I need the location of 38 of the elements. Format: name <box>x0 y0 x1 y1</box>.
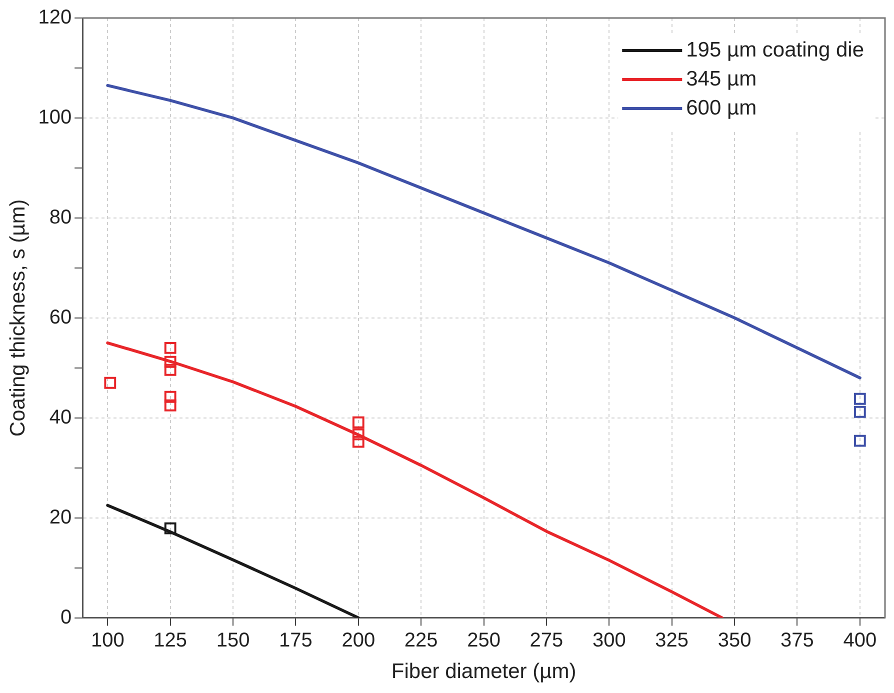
point <box>164 390 176 403</box>
point <box>352 436 364 448</box>
point <box>352 428 364 440</box>
point <box>164 522 176 534</box>
point <box>352 416 364 428</box>
point <box>164 342 176 354</box>
y-tick-label: 120 <box>38 6 72 29</box>
x-tick-label: 225 <box>404 629 438 652</box>
x-tick-label: 150 <box>216 629 250 652</box>
x-tick-label: 100 <box>90 629 124 652</box>
point <box>164 399 176 412</box>
point <box>104 376 116 389</box>
point <box>164 364 176 376</box>
x-tick-label: 125 <box>154 629 188 652</box>
x-tick-label: 275 <box>530 629 564 652</box>
y-tick-label: 20 <box>49 506 72 528</box>
x-axis-title: Fiber diameter (µm) <box>391 660 576 684</box>
point <box>854 406 866 418</box>
x-tick-label: 250 <box>467 629 500 652</box>
y-tick-label: 60 <box>49 306 72 328</box>
y-axis-title: Coating thickness, s (µm) <box>6 199 30 437</box>
y-tick-label: 40 <box>49 406 72 428</box>
x-tick-label: 400 <box>843 629 877 652</box>
x-tick-label: 375 <box>780 629 814 652</box>
y-tick-label: 80 <box>49 206 72 228</box>
point <box>854 434 866 447</box>
legend-label: 600 µm <box>686 96 757 120</box>
x-tick-label: 300 <box>592 629 626 652</box>
y-tick-label: 100 <box>38 106 72 128</box>
x-tick-label: 175 <box>279 629 312 652</box>
x-tick-label: 200 <box>342 629 376 652</box>
point <box>164 356 176 368</box>
x-tick-label: 325 <box>655 629 689 652</box>
y-tick-label: 0 <box>60 606 72 628</box>
x-tick-label: 350 <box>718 629 752 652</box>
point <box>854 392 866 405</box>
legend-label: 345 µm <box>686 67 757 90</box>
legend-label: 195 µm coating die <box>686 38 864 62</box>
